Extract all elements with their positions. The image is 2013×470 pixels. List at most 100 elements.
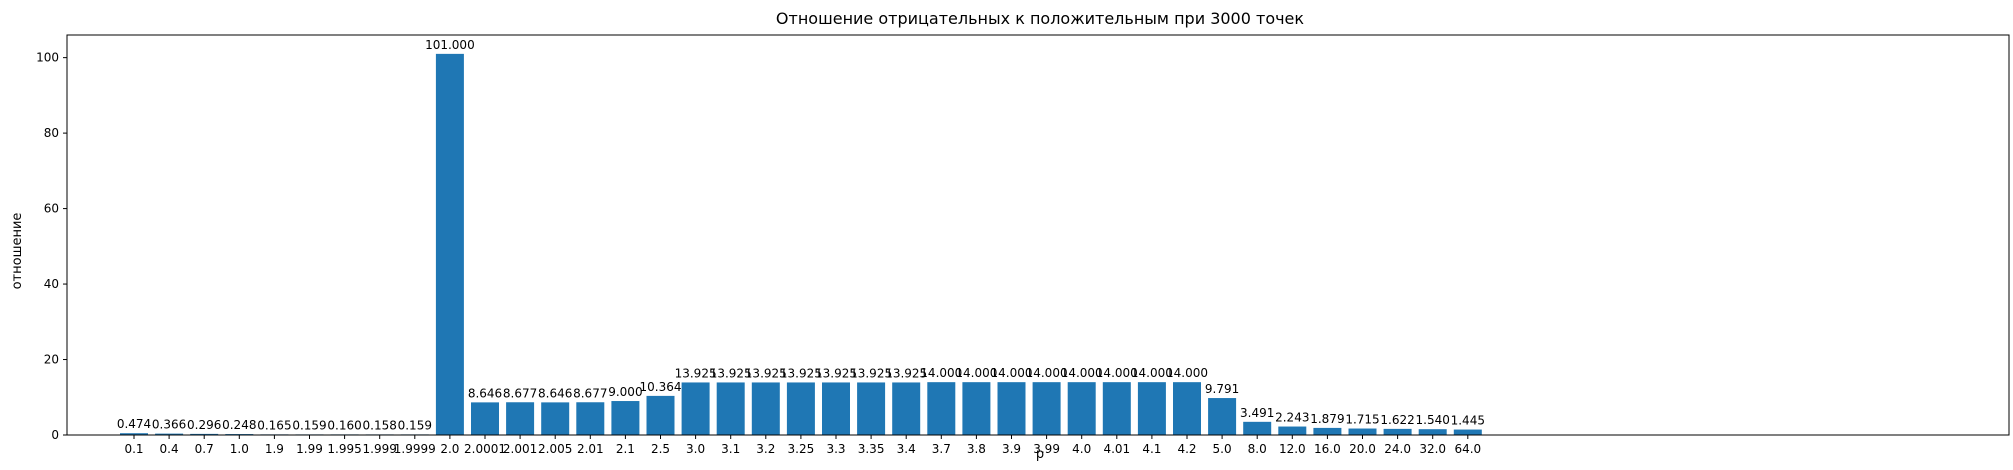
x-tick-label: 3.25 <box>788 442 815 456</box>
value-label: 8.677 <box>503 386 537 400</box>
x-tick-label: 3.35 <box>858 442 885 456</box>
x-axis-label: p <box>1036 447 1044 462</box>
bar-0.7 <box>190 433 219 435</box>
value-label: 0.366 <box>152 418 186 432</box>
x-tick-label: 64.0 <box>1454 442 1481 456</box>
value-label: 13.925 <box>710 366 752 380</box>
x-tick-label: 2.01 <box>577 442 604 456</box>
x-tick-label: 1.99 <box>296 442 323 456</box>
x-tick-label: 12.0 <box>1279 442 1306 456</box>
bar-3.7 <box>927 382 956 435</box>
value-label: 14.000 <box>1166 366 1208 380</box>
plot-frame <box>66 34 2010 436</box>
value-label: 0.158 <box>363 418 397 432</box>
x-tick-label: 2.005 <box>538 442 572 456</box>
x-tick-label: 0.4 <box>160 442 179 456</box>
bar-3.35 <box>857 382 886 435</box>
value-label: 10.364 <box>640 380 682 394</box>
value-label: 1.445 <box>1451 414 1485 428</box>
x-tick-label: 2.1 <box>616 442 635 456</box>
value-label: 14.000 <box>991 366 1033 380</box>
x-tick-label: 4.01 <box>1103 442 1130 456</box>
bar-3.9 <box>997 382 1026 435</box>
value-label: 9.791 <box>1205 382 1239 396</box>
value-label: 0.159 <box>398 418 432 432</box>
y-tick-label: 60 <box>44 202 59 216</box>
x-tick-label: 2.5 <box>651 442 670 456</box>
x-tick-label: 2.0 <box>440 442 459 456</box>
y-ticks-group: 0 20 40 60 80 100 <box>36 51 67 442</box>
value-label: 0.296 <box>187 418 221 432</box>
x-tick-label: 0.1 <box>124 442 143 456</box>
value-label: 101.000 <box>425 38 475 52</box>
bar-4.1 <box>1137 382 1166 435</box>
value-label: 0.165 <box>257 418 291 432</box>
bar-2.0 <box>435 53 464 436</box>
x-tick-label: 3.1 <box>721 442 740 456</box>
value-label: 3.491 <box>1240 406 1274 420</box>
value-label: 14.000 <box>920 366 962 380</box>
value-label: 14.000 <box>955 366 997 380</box>
x-tick-label: 3.0 <box>686 442 705 456</box>
bar-2.005 <box>541 402 570 435</box>
bar-3.99 <box>1032 382 1061 435</box>
value-label: 8.646 <box>468 386 502 400</box>
bar-2.0001 <box>471 402 499 435</box>
x-tick-label: 3.7 <box>932 442 951 456</box>
value-label: 1.622 <box>1380 413 1414 427</box>
value-label: 14.000 <box>1096 366 1138 380</box>
bar-2.01 <box>576 402 605 435</box>
value-label: 9.000 <box>608 385 642 399</box>
bar-5.0 <box>1208 398 1237 435</box>
y-tick-label: 100 <box>36 51 59 65</box>
value-label: 0.248 <box>222 418 256 432</box>
bar-12.0 <box>1278 426 1307 435</box>
x-tick-label: 3.4 <box>897 442 916 456</box>
x-tick-label: 3.99 <box>1033 442 1060 456</box>
bar-3.4 <box>892 382 921 435</box>
x-tick-label: 1.999 <box>363 442 397 456</box>
x-tick-label: 24.0 <box>1384 442 1411 456</box>
x-tick-label: 1.0 <box>230 442 249 456</box>
value-label: 1.540 <box>1416 413 1450 427</box>
bar-2.5 <box>646 395 675 435</box>
x-tick-label: 4.2 <box>1177 442 1196 456</box>
value-labels-group: 0.474 0.366 0.296 0.248 0.165 0.159 0.160 0.158… <box>117 38 1485 433</box>
x-tick-label: 32.0 <box>1419 442 1446 456</box>
x-tick-label: 2.001 <box>503 442 537 456</box>
bar-4.0 <box>1067 382 1096 435</box>
x-tick-label: 3.3 <box>826 442 845 456</box>
value-label: 8.646 <box>538 386 572 400</box>
bar-3.1 <box>716 382 745 435</box>
y-tick-label: 20 <box>44 353 59 367</box>
bar-8.0 <box>1243 421 1272 435</box>
value-label: 14.000 <box>1026 366 1068 380</box>
value-label: 8.677 <box>573 386 607 400</box>
value-label: 0.474 <box>117 417 151 431</box>
bar-0.1 <box>120 433 148 435</box>
bar-20.0 <box>1348 428 1377 435</box>
bar-4.2 <box>1173 382 1201 435</box>
value-label: 2.243 <box>1275 411 1309 425</box>
bar-64.0 <box>1453 429 1482 435</box>
y-axis-label: отношение <box>10 213 25 290</box>
value-label: 0.160 <box>327 418 361 432</box>
value-label: 13.925 <box>815 366 857 380</box>
value-label: 14.000 <box>1061 366 1103 380</box>
bars-group <box>120 53 1482 436</box>
bar-2.1 <box>611 401 640 435</box>
value-label: 13.925 <box>675 366 717 380</box>
value-label: 13.925 <box>780 366 822 380</box>
y-tick-label: 80 <box>44 126 59 140</box>
x-tick-label: 3.2 <box>756 442 775 456</box>
x-tick-label: 1.9 <box>265 442 284 456</box>
bar-3.8 <box>962 382 991 435</box>
bar-2.001 <box>506 402 535 435</box>
bar-3.3 <box>822 382 850 435</box>
x-tick-label: 20.0 <box>1349 442 1376 456</box>
x-tick-label: 8.0 <box>1248 442 1267 456</box>
x-tick-label: 1.995 <box>327 442 361 456</box>
chart-title: Отношение отрицательных к положительным … <box>776 9 1304 28</box>
value-label: 1.879 <box>1310 412 1344 426</box>
